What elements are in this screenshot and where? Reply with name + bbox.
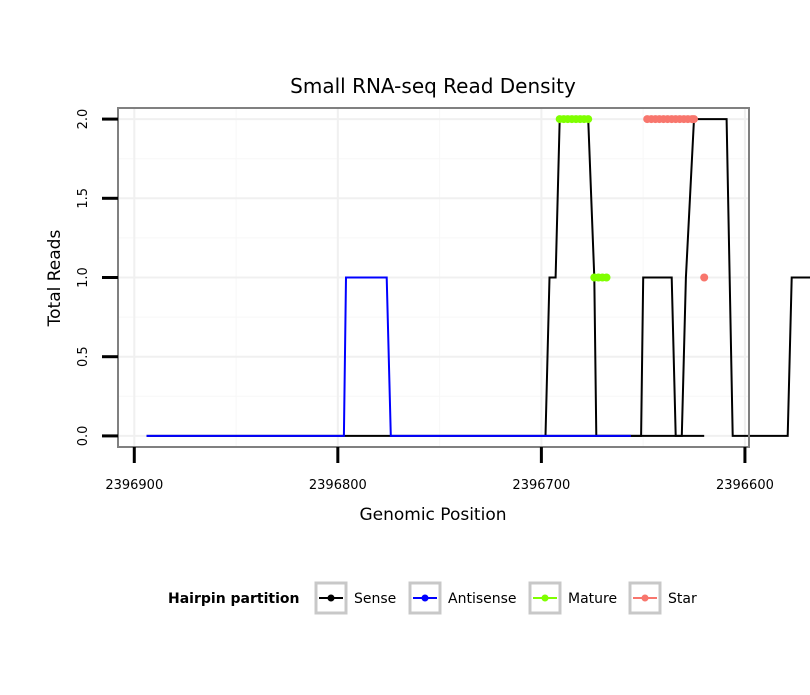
x-tick-label: 2396600 — [716, 478, 774, 493]
legend-dot-mature — [542, 595, 549, 602]
legend-label-mature: Mature — [568, 591, 617, 607]
legend-dot-sense — [328, 595, 335, 602]
legend-label-antisense: Antisense — [448, 591, 517, 607]
y-tick-label: 1.0 — [76, 267, 91, 288]
y-tick-label: 0.0 — [76, 426, 91, 447]
chart-title: Small RNA-seq Read Density — [290, 74, 576, 98]
y-tick-label: 1.5 — [76, 188, 91, 209]
data-point-mature — [584, 115, 592, 123]
legend-dot-star — [642, 595, 649, 602]
legend-dot-antisense — [422, 595, 429, 602]
data-point-star — [690, 115, 698, 123]
legend-label-sense: Sense — [354, 591, 396, 607]
legend-title: Hairpin partition — [168, 591, 299, 607]
x-tick-label: 2396700 — [512, 478, 570, 493]
y-axis-label: Total Reads — [45, 230, 65, 328]
y-tick-label: 0.5 — [76, 346, 91, 367]
x-tick-label: 2396900 — [105, 478, 163, 493]
legend-label-star: Star — [668, 591, 697, 607]
x-axis-label: Genomic Position — [359, 505, 506, 525]
data-point-star — [700, 274, 708, 282]
x-tick-label: 2396800 — [309, 478, 367, 493]
y-tick-label: 2.0 — [76, 109, 91, 130]
data-point-mature — [603, 274, 611, 282]
